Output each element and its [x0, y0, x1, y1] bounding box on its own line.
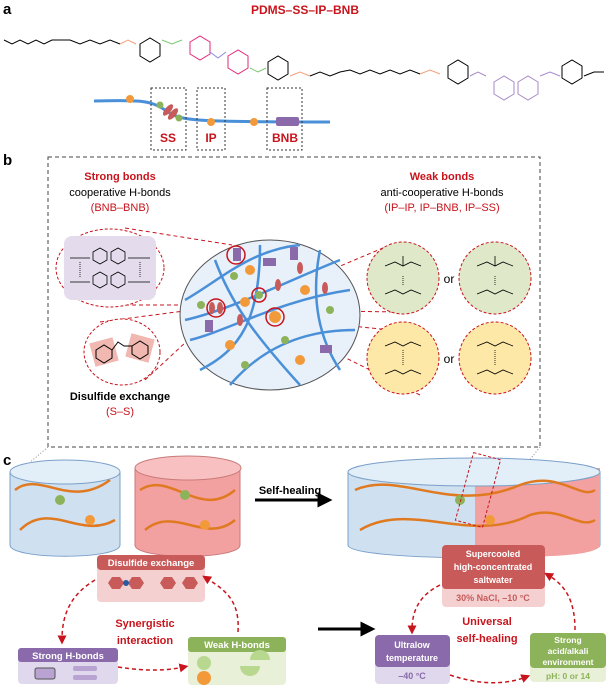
strong-bonds-pairs: (BNB–BNB) — [91, 202, 150, 214]
acid-alkali-title-2: acid/alkali — [548, 646, 589, 656]
segment-label-ip: IP — [205, 131, 216, 145]
weak-bonds-pairs: (IP–IP, IP–BNB, IP–SS) — [384, 202, 499, 214]
synergistic-label-1: Synergistic — [115, 618, 174, 630]
segment-label-ss: SS — [160, 131, 176, 145]
self-healing-label: Self-healing — [259, 485, 321, 497]
saltwater-box — [442, 545, 545, 607]
bnb-bnb-structure — [64, 236, 156, 300]
polymer-title: PDMS–SS–IP–BNB — [251, 3, 359, 17]
acid-alkali-title-1: Strong — [554, 635, 581, 645]
bnb-block — [276, 117, 299, 126]
universal-label-2: self-healing — [456, 633, 517, 645]
acid-alkali-condition: pH: 0 or 14 — [546, 671, 590, 681]
disulfide-exchange-label: Disulfide exchange — [108, 558, 195, 569]
chemical-structure — [3, 35, 604, 101]
polymer-chain-schematic — [93, 87, 331, 151]
or-label-1: or — [444, 272, 455, 286]
network-crosslinks — [197, 245, 334, 369]
disulfide-exchange-box — [97, 555, 205, 602]
disulfide-zoom-circle — [83, 318, 161, 386]
saltwater-title-2: high-concentrated — [454, 562, 533, 572]
disulfide-exchange-pair: (S–S) — [106, 406, 134, 418]
weak-bonds-subtitle: anti-cooperative H-bonds — [381, 187, 504, 199]
saltwater-title-1: Supercooled — [466, 549, 521, 559]
disulfide-structure — [89, 333, 155, 367]
saltwater-title-3: saltwater — [473, 575, 513, 585]
disulfide-exchange-title: Disulfide exchange — [70, 391, 170, 403]
weak-hbond-structures — [366, 241, 532, 395]
low-temperature-title-1: Ultralow — [394, 640, 431, 650]
low-temperature-box — [375, 635, 450, 684]
strong-bonds-title: Strong bonds — [84, 171, 156, 183]
weak-hbonds-label: Weak H-bonds — [204, 640, 270, 651]
acid-alkali-title-3: environment — [542, 657, 593, 667]
panel-b-label: b — [3, 152, 12, 169]
weak-hbonds-box — [188, 637, 286, 685]
strong-hbonds-label: Strong H-bonds — [32, 651, 104, 662]
material-before-healing — [9, 455, 242, 557]
acid-alkali-box — [530, 633, 606, 682]
panel-b-frame — [47, 156, 541, 448]
low-temperature-condition: –40 °C — [398, 671, 426, 681]
weak-bonds-title: Weak bonds — [410, 171, 475, 183]
strong-bonds-subtitle: cooperative H-bonds — [69, 187, 171, 199]
ip-bead — [126, 95, 134, 103]
low-temperature-title-2: temperature — [386, 653, 438, 663]
segment-label-bnb: BNB — [272, 131, 298, 145]
panel-a-label: a — [3, 1, 12, 18]
synergistic-label-2: interaction — [117, 635, 174, 647]
right-cycle-arrows — [407, 572, 576, 684]
saltwater-condition: 30% NaCl, –10 °C — [456, 593, 530, 603]
or-label-2: or — [444, 352, 455, 366]
material-after-healing — [347, 451, 601, 559]
strong-hbonds-box — [18, 648, 118, 684]
network-chains — [184, 243, 356, 386]
universal-label-1: Universal — [462, 616, 512, 628]
left-cycle-arrows — [57, 575, 239, 673]
panel-c-label: c — [3, 452, 11, 469]
